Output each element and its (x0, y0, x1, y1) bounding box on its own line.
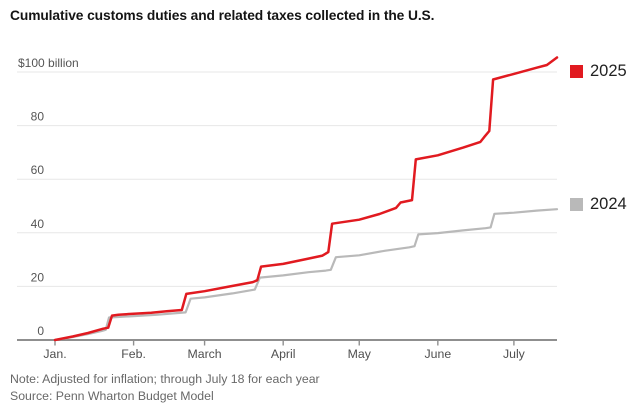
x-tick-label: Jan. (43, 347, 66, 361)
x-tick-label: May (348, 347, 372, 361)
legend-label-2024: 2024 (590, 195, 627, 213)
series-line-2024 (53, 208, 559, 342)
x-tick-label: July (503, 347, 526, 361)
note-text: Note: Adjusted for inflation; through Ju… (10, 372, 320, 386)
legend-item-2025: 2025 (570, 62, 627, 81)
legend-label-2025: 2025 (590, 62, 627, 80)
y-tick-label: 80 (31, 110, 45, 124)
x-tick-label: March (187, 347, 221, 361)
legend-swatch-2025-icon (570, 65, 583, 78)
legend-swatch-2024-icon (570, 198, 583, 211)
y-tick-label: 40 (31, 217, 45, 231)
source-text: Source: Penn Wharton Budget Model (10, 389, 214, 403)
legend-item-2024: 2024 (570, 195, 627, 214)
y-tick-label: 0 (37, 324, 44, 338)
x-axis: Jan. Feb. March April May June July (43, 340, 526, 361)
line-chart: 0 20 40 60 80 $100 billion Jan. Feb. March April M… (17, 56, 559, 361)
y-tick-label: 20 (31, 270, 45, 284)
series-line-2025 (53, 56, 559, 342)
x-tick-label: April (271, 347, 296, 361)
gridlines: 0 20 40 60 80 $100 billion (17, 56, 557, 341)
y-tick-label: 60 (31, 163, 45, 177)
x-tick-label: Feb. (121, 347, 146, 361)
page-title: Cumulative customs duties and related ta… (10, 8, 435, 23)
y-tick-label: $100 billion (18, 56, 79, 70)
x-tick-label: June (425, 347, 452, 361)
